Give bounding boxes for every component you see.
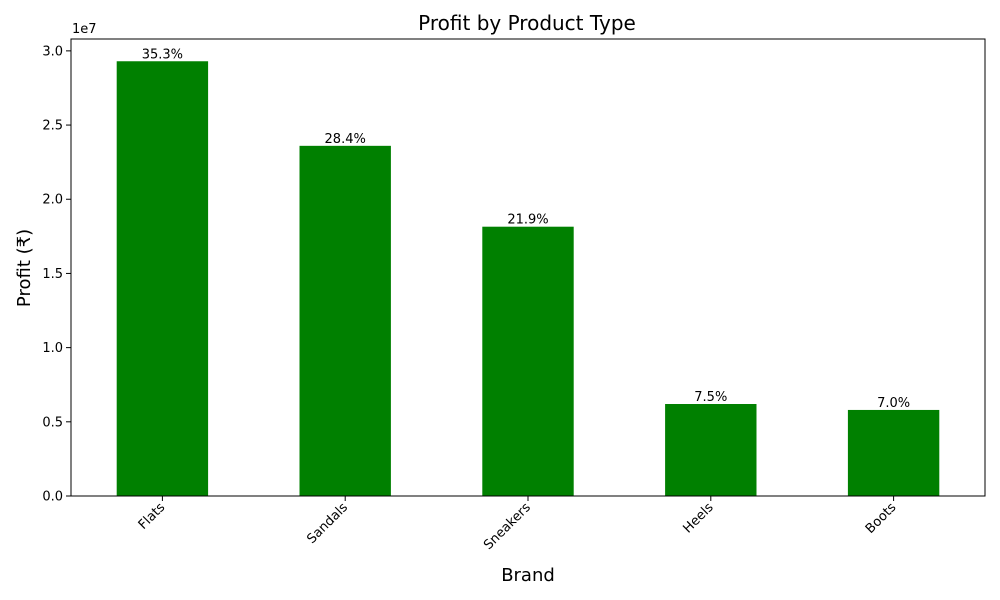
- bar-value-label: 7.5%: [694, 390, 727, 405]
- x-tick-label: Boots: [863, 500, 900, 537]
- bar-value-label: 28.4%: [325, 132, 366, 147]
- bar-heels: [665, 404, 757, 496]
- chart-title: Profit by Product Type: [418, 11, 636, 35]
- bar-value-label: 7.0%: [877, 396, 910, 411]
- y-tick-label: 0.5: [42, 415, 63, 430]
- y-tick-label: 3.0: [42, 44, 63, 59]
- bar-boots: [847, 409, 940, 496]
- bar-flats: [116, 61, 209, 496]
- x-tick-label: Sneakers: [481, 500, 534, 553]
- y-tick-label: 1.5: [42, 267, 63, 282]
- x-tick-label: Sandals: [304, 500, 351, 547]
- x-axis-ticks: Flats Sandals Sneakers Heels Boots: [136, 496, 900, 553]
- y-tick-label: 2.5: [42, 119, 63, 134]
- bar-labels-layer: 35.3% 28.4% 21.9% 7.5% 7.0%: [142, 47, 910, 411]
- x-axis-label: Brand: [501, 565, 555, 586]
- y-tick-label: 2.0: [42, 193, 63, 208]
- bar-value-label: 35.3%: [142, 47, 183, 62]
- y-axis-offset-label: 1e7: [72, 22, 97, 37]
- x-tick-label: Heels: [680, 500, 716, 536]
- y-axis-ticks: 0.0 0.5 1.0 1.5 2.0 2.5 3.0: [42, 44, 71, 505]
- bar-sandals: [299, 145, 391, 496]
- bars-layer: [116, 61, 940, 497]
- x-tick-label: Flats: [136, 500, 169, 533]
- plot-frame: [70, 38, 986, 497]
- bar-value-label: 21.9%: [507, 213, 548, 228]
- y-axis-label: Profit (₹): [14, 229, 35, 307]
- bar-sneakers: [482, 226, 574, 497]
- y-tick-label: 1.0: [42, 341, 63, 356]
- y-tick-label: 0.0: [42, 490, 63, 505]
